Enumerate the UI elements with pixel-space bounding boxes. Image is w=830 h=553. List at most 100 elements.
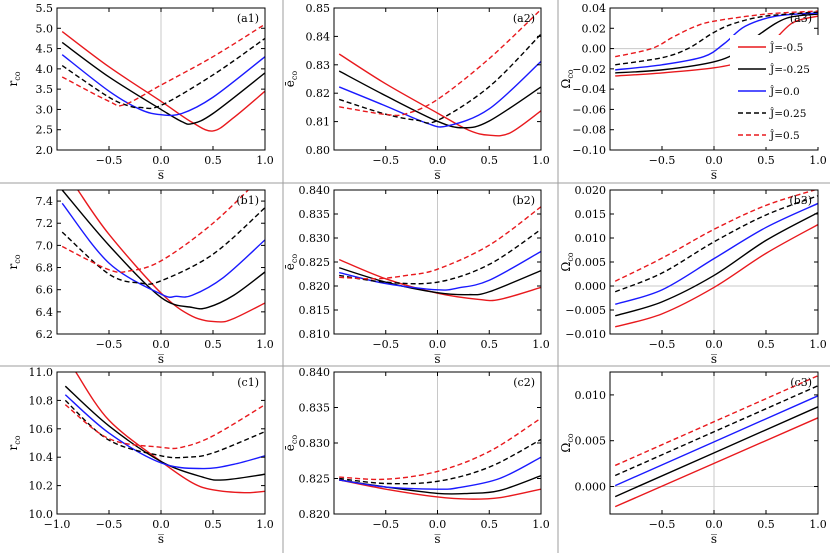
y-tick-label: 0.83 <box>306 59 331 72</box>
x-tick-label: 0.5 <box>481 338 499 351</box>
series-line-b2-4 <box>339 228 541 285</box>
y-axis-label-sub: co <box>290 435 299 444</box>
series-line-c1-4 <box>64 399 265 459</box>
series-line-b1-3 <box>61 202 265 298</box>
panel-label: (c2) <box>513 376 535 389</box>
x-tick-label: 0.5 <box>204 338 222 351</box>
series-line-c2-4 <box>339 438 541 485</box>
series-line-b3-2 <box>615 211 818 317</box>
y-tick-label: 0.820 <box>299 280 331 293</box>
y-axis-label-sub: co <box>566 69 575 78</box>
x-axis-label: s̅ <box>711 168 717 182</box>
y-tick-label: 0.81 <box>306 116 331 129</box>
y-axis-label-main: ē <box>283 263 297 270</box>
series-line-b1-5 <box>61 190 250 274</box>
y-tick-label: −0.06 <box>572 103 606 116</box>
series-line-c3-2 <box>614 406 818 498</box>
y-axis-label-main: Ω <box>559 262 573 272</box>
y-axis-label-main: Ω <box>559 443 573 453</box>
y-tick-label: −0.04 <box>572 83 606 96</box>
series-line-b3-3 <box>614 202 818 305</box>
series-line-a2-5 <box>339 8 541 117</box>
y-tick-label: 6.2 <box>36 328 54 341</box>
y-tick-label: 3.0 <box>36 103 54 116</box>
y-tick-label: 6.4 <box>36 306 54 319</box>
x-axis-label: s̅ <box>434 168 440 182</box>
series-line-a2-3 <box>338 60 541 128</box>
y-tick-label: 0.80 <box>306 144 331 157</box>
y-axis-label-main: r <box>6 445 20 451</box>
y-axis-label: ēco <box>283 71 299 88</box>
legend-label: Ĵ=-0.5 <box>769 40 803 54</box>
y-axis-label: rco <box>6 71 22 86</box>
panel-label: (b1) <box>236 194 259 207</box>
series-line-b2-5 <box>339 206 541 280</box>
series-line-a1-3 <box>61 54 265 117</box>
panel-label: (a2) <box>513 12 535 25</box>
x-tick-label: 1.0 <box>256 518 274 531</box>
x-tick-label: 0.0 <box>705 518 723 531</box>
x-tick-label: 0.0 <box>705 154 723 167</box>
y-axis-label-sub: co <box>13 435 22 444</box>
x-tick-label: 1.0 <box>256 338 274 351</box>
x-tick-label: 0.0 <box>152 518 170 531</box>
panel-label: (a1) <box>237 12 259 25</box>
y-axis-label: Ωco <box>559 252 575 271</box>
legend-item: Ĵ=-0.5 <box>738 40 803 54</box>
y-axis-label: Ωco <box>559 433 575 452</box>
y-tick-label: 0.00 <box>582 43 607 56</box>
y-axis-label: rco <box>6 435 22 450</box>
x-tick-label: 0.5 <box>757 518 775 531</box>
x-axis-label: s̅ <box>158 352 164 366</box>
y-tick-label: 11.0 <box>29 366 54 379</box>
x-tick-label: 1.0 <box>532 154 550 167</box>
y-axis-label-main: ē <box>283 80 297 87</box>
x-tick-label: 0.0 <box>705 338 723 351</box>
x-tick-label: −0.5 <box>96 154 123 167</box>
x-tick-label: −1.0 <box>44 518 71 531</box>
y-tick-label: 0.000 <box>575 481 607 494</box>
series-line-c1-5 <box>64 404 265 450</box>
y-tick-label: 7.4 <box>36 195 54 208</box>
y-tick-label: 6.8 <box>36 262 54 275</box>
y-tick-label: 0.835 <box>299 402 331 415</box>
y-tick-label: 0.830 <box>299 437 331 450</box>
series-line-a3-5 <box>615 10 818 58</box>
series-line-b1-4 <box>61 207 265 285</box>
series-line-b1-1 <box>77 190 265 323</box>
y-tick-label: 0.84 <box>306 30 331 43</box>
y-tick-label: −0.005 <box>565 304 606 317</box>
legend-item: Ĵ=0.0 <box>738 84 800 98</box>
series-line-c1-1 <box>75 372 265 494</box>
panel-b1: −0.5 0.0 0.5 1.0 6.2 6.4 6.6 6.8 7.0 7.2 7.4 (b1) s̅… <box>6 189 274 366</box>
y-tick-label: −0.08 <box>572 124 606 137</box>
x-tick-label: 0.5 <box>757 338 775 351</box>
x-axis-label: s̅ <box>158 168 164 182</box>
series-line-c1-3 <box>64 394 265 470</box>
legend: Ĵ=-0.5 Ĵ=-0.25 Ĵ=0.0 Ĵ=0.25 Ĵ=0.5 <box>730 35 820 147</box>
legend-item: Ĵ=0.5 <box>738 128 800 142</box>
panel-label: (b3) <box>789 194 812 207</box>
x-tick-label: 1.0 <box>256 154 274 167</box>
panel-a2: −0.5 0.0 0.5 1.0 0.80 0.81 0.82 0.83 0.84 0.85 (a2… <box>283 2 550 182</box>
x-tick-label: 0.5 <box>481 154 499 167</box>
y-tick-label: 0.82 <box>306 87 331 100</box>
y-axis-label-sub: co <box>13 254 22 263</box>
y-tick-label: 0.010 <box>575 232 607 245</box>
y-axis-label-sub: co <box>566 433 575 442</box>
panel-c2: −0.5 0.0 0.5 1.0 0.820 0.825 0.830 0.835 0.840 (c… <box>283 366 550 546</box>
legend-label: Ĵ=0.25 <box>769 106 806 120</box>
x-axis-label: s̅ <box>434 352 440 366</box>
y-tick-label: 0.010 <box>575 389 607 402</box>
y-tick-label: 0.840 <box>299 366 331 379</box>
legend-label: Ĵ=0.5 <box>769 128 800 142</box>
panel-a1: −0.5 0.0 0.5 1.0 2.0 2.5 3.0 3.5 4.0 4.5 5.0 5.5 (a1… <box>6 2 274 182</box>
y-tick-label: 0.015 <box>575 208 607 221</box>
series-line-c3-5 <box>614 375 818 467</box>
x-tick-label: −0.5 <box>372 338 399 351</box>
panel-label: (a3) <box>790 12 812 25</box>
y-tick-label: 10.6 <box>29 423 54 436</box>
panel-c1: −1.0 −0.5 0.0 0.5 1.0 10.0 10.2 10.4 10.6 10.8 11.… <box>6 366 274 546</box>
